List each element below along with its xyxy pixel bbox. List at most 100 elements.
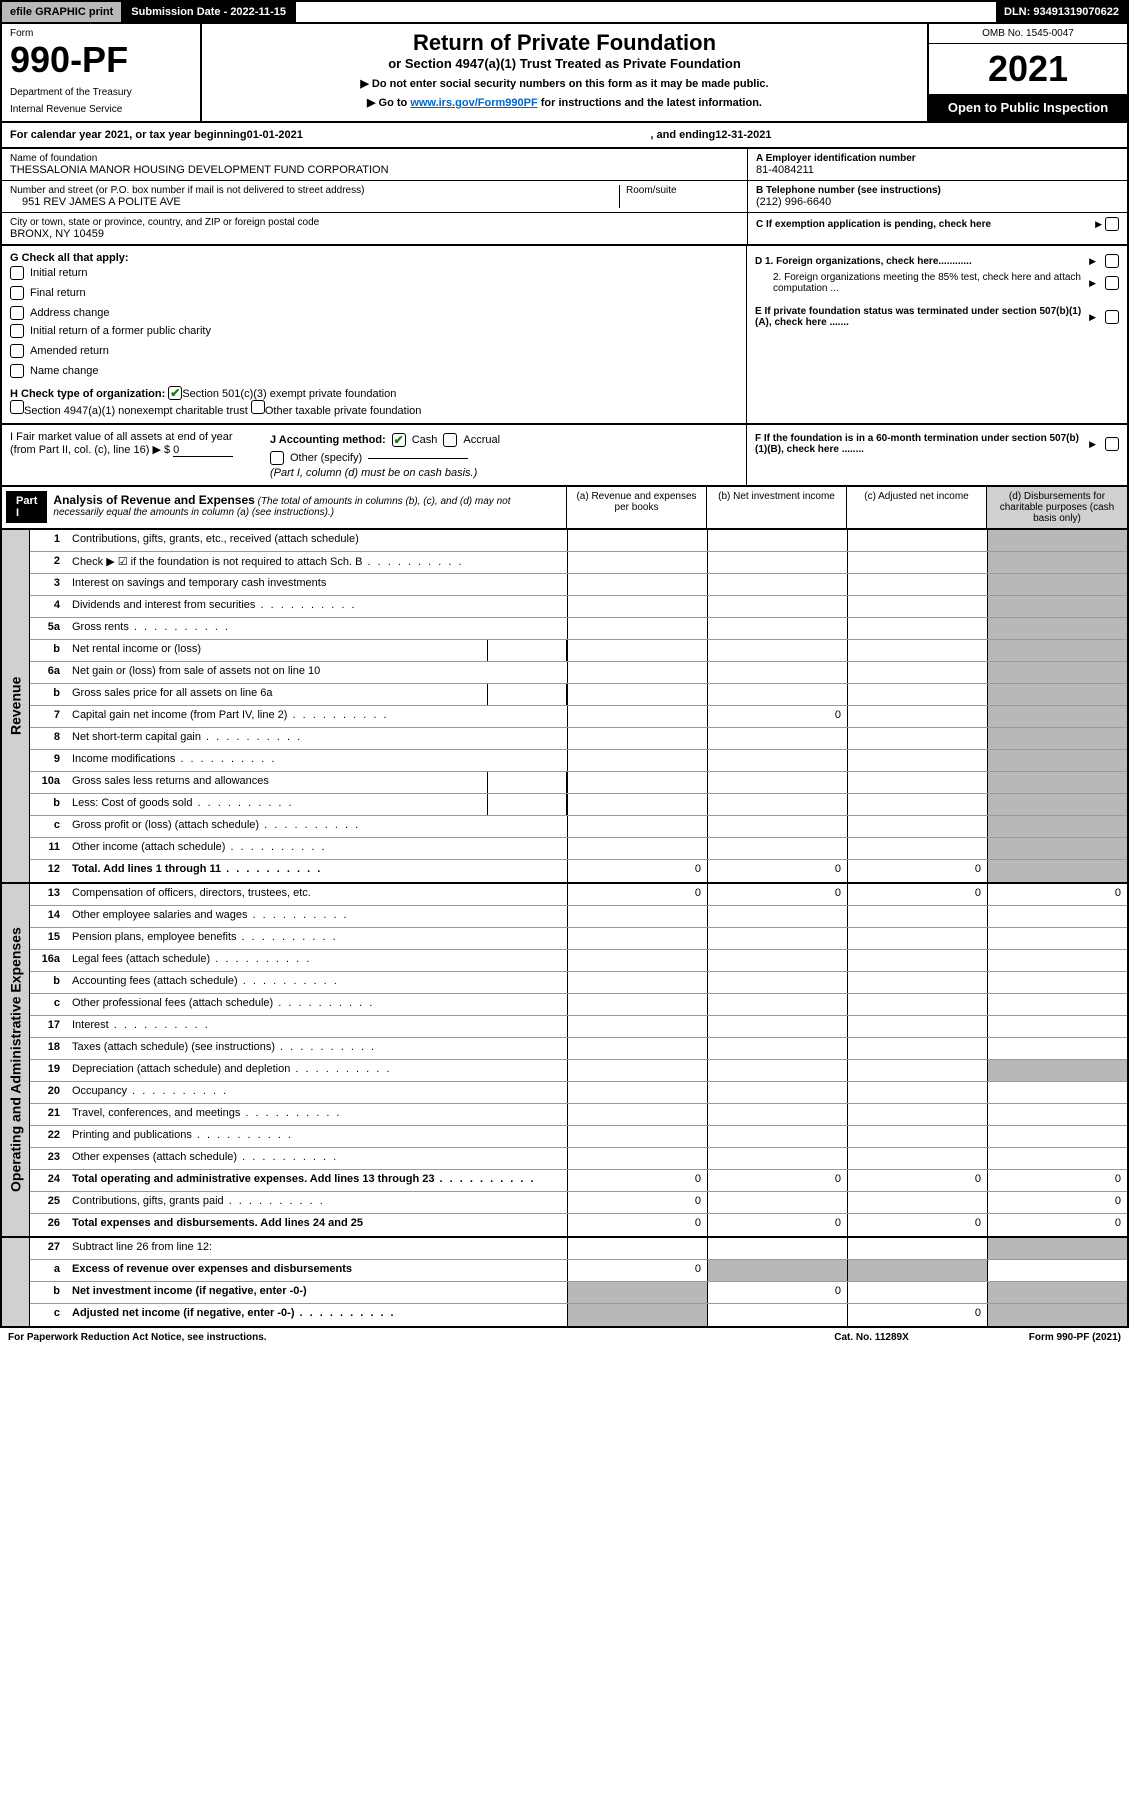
section-d-e: D 1. Foreign organizations, check here..… [747,246,1127,423]
line-number: 12 [30,860,66,882]
value-cell [987,1126,1127,1147]
table-row: 8Net short-term capital gain [30,728,1127,750]
footer-right: Form 990-PF (2021) [1029,1332,1121,1343]
value-cell [847,1126,987,1147]
part1-desc-cell: Part I Analysis of Revenue and Expenses … [2,487,567,528]
value-cell [987,574,1127,595]
d1-checkbox[interactable] [1105,254,1119,268]
line-number: 23 [30,1148,66,1169]
line-description: Dividends and interest from securities [66,596,567,617]
page-footer: For Paperwork Reduction Act Notice, see … [0,1328,1129,1347]
value-cell [987,1016,1127,1037]
final-return-checkbox[interactable] [10,286,24,300]
other-method-checkbox[interactable] [270,451,284,465]
value-cell [847,640,987,661]
value-cell [567,728,707,749]
line-description: Income modifications [66,750,567,771]
city-state-zip: BRONX, NY 10459 [10,228,739,240]
value-cell: 0 [847,1170,987,1191]
address-change-checkbox[interactable] [10,306,24,320]
g-opt-3: Initial return of a former public charit… [30,325,211,337]
foundation-name-cell: Name of foundation THESSALONIA MANOR HOU… [2,149,747,181]
accrual-checkbox[interactable] [443,433,457,447]
j-cash: Cash [412,434,438,446]
value-cell [847,662,987,683]
value-cell [987,618,1127,639]
line-number: 26 [30,1214,66,1236]
line-number: 15 [30,928,66,949]
irs-link[interactable]: www.irs.gov/Form990PF [410,97,537,109]
line-description: Net rental income or (loss) [66,640,487,661]
d2-label: 2. Foreign organizations meeting the 85%… [755,272,1083,294]
value-cell [707,662,847,683]
line-description: Gross rents [66,618,567,639]
cash-checkbox[interactable] [392,433,406,447]
value-cell [707,972,847,993]
g-opt-1: Final return [30,287,86,299]
table-row: 13Compensation of officers, directors, t… [30,884,1127,906]
ein-value: 81-4084211 [756,164,1119,176]
value-cell [987,596,1127,617]
f-checkbox[interactable] [1105,437,1119,451]
e-checkbox[interactable] [1105,310,1119,324]
line-number: 21 [30,1104,66,1125]
arrow-icon [1089,312,1099,323]
submission-date: Submission Date - 2022-11-15 [123,2,296,22]
value-cell [567,906,707,927]
open-inspection: Open to Public Inspection [929,94,1127,121]
line-number: 9 [30,750,66,771]
line-number: 16a [30,950,66,971]
inset-cell [487,772,567,793]
name-change-checkbox[interactable] [10,364,24,378]
j-label: J Accounting method: [270,434,386,446]
value-cell [707,684,847,705]
initial-return-checkbox[interactable] [10,266,24,280]
table-row: bNet investment income (if negative, ent… [30,1282,1127,1304]
part1-badge: Part I [6,491,47,523]
value-cell [987,906,1127,927]
501c3-checkbox[interactable] [168,386,182,400]
line-description: Occupancy [66,1082,567,1103]
table-row: 22Printing and publications [30,1126,1127,1148]
phone-cell: B Telephone number (see instructions) (2… [748,181,1127,213]
value-cell [707,1238,847,1259]
h-label: H Check type of organization: [10,388,165,400]
line-number: 18 [30,1038,66,1059]
table-row: bNet rental income or (loss) [30,640,1127,662]
amended-return-checkbox[interactable] [10,344,24,358]
other-taxable-checkbox[interactable] [251,400,265,414]
tax-year: 2021 [929,44,1127,94]
value-cell: 0 [567,1214,707,1236]
value-cell [567,552,707,573]
line-description: Accounting fees (attach schedule) [66,972,567,993]
d1-label: D 1. Foreign organizations, check here..… [755,256,1083,267]
exemption-checkbox[interactable] [1105,217,1119,231]
g-label: G Check all that apply: [10,252,129,264]
value-cell [707,794,847,815]
value-cell [567,684,707,705]
value-cell: 0 [847,1304,987,1326]
part1-header-row: Part I Analysis of Revenue and Expenses … [0,487,1129,530]
value-cell [567,928,707,949]
value-cell [987,1260,1127,1281]
value-cell [707,728,847,749]
line-description: Pension plans, employee benefits [66,928,567,949]
fmv-value: 0 [173,444,233,457]
4947-checkbox[interactable] [10,400,24,414]
initial-public-checkbox[interactable] [10,324,24,338]
line-number: 24 [30,1170,66,1191]
value-cell: 0 [707,1214,847,1236]
value-cell [567,994,707,1015]
table-row: 17Interest [30,1016,1127,1038]
inset-cell [487,640,567,661]
irs-label: Internal Revenue Service [10,104,192,115]
footer-left: For Paperwork Reduction Act Notice, see … [8,1332,267,1343]
value-cell [567,1304,707,1326]
line-description: Capital gain net income (from Part IV, l… [66,706,567,727]
line-number: 8 [30,728,66,749]
value-cell [987,772,1127,793]
cal-mid: , and ending [650,129,715,141]
d2-checkbox[interactable] [1105,276,1119,290]
form-word: Form [10,28,192,39]
line-number: 1 [30,530,66,551]
